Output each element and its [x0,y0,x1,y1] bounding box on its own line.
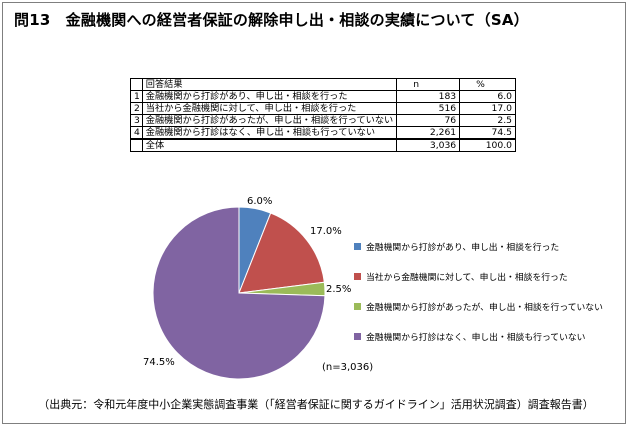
legend-item: 金融機関から打診があったが、申し出・相談を行っていない [354,300,603,313]
table-total-row: 全体 3,036 100.0 [130,138,516,152]
slice-value-label: 74.5% [143,357,175,368]
table-row: 3 金融機関から打診があったが、申し出・相談を行っていない 76 2.5 [130,114,516,127]
source-citation: （出典元：令和元年度中小企業実態調査事業（「経営者保証に関するガイドライン」活用… [38,398,594,411]
legend-item: 金融機関から打診があり、申し出・相談を行った [354,240,559,253]
legend-label: 金融機関から打診があったが、申し出・相談を行っていない [366,303,603,313]
pie-slice [152,206,326,380]
legend-swatch [354,303,361,310]
pie-slice [238,212,325,294]
total-label: 全体 [141,138,398,152]
row-index: 3 [130,114,143,127]
legend-item: 当社から金融機関に対して、申し出・相談を行った [354,270,568,283]
total-n: 3,036 [396,138,461,152]
legend-label: 金融機関から打診があり、申し出・相談を行った [366,243,560,253]
table-row: 4 金融機関から打診はなく、申し出・相談も行っていない 2,261 74.5 [130,126,516,140]
legend-swatch [354,243,361,250]
slice-value-label: 6.0% [247,196,273,207]
legend-swatch [354,273,361,280]
figure-title: 問13 金融機関への経営者保証の解除申し出・相談の実績について（SA） [14,11,529,29]
total-pct: 100.0 [459,138,516,152]
row-n: 76 [396,114,461,127]
results-table: 回答結果 n % 1 金融機関から打診があり、申し出・相談を行った 183 6.… [130,78,516,152]
legend-item: 金融機関から打診はなく、申し出・相談も行っていない [354,330,585,343]
row-label: 金融機関から打診があったが、申し出・相談を行っていない [141,114,398,127]
total-index [130,138,143,152]
slice-value-label: 17.0% [310,226,342,237]
sample-size-annotation: (n=3,036) [322,362,374,373]
legend-label: 当社から金融機関に対して、申し出・相談を行った [366,273,568,283]
figure-frame [2,2,626,424]
row-pct: 2.5 [459,114,516,127]
slice-value-label: 2.5% [326,284,352,295]
legend-label: 金融機関から打診はなく、申し出・相談も行っていない [366,333,586,343]
legend-swatch [354,333,361,340]
